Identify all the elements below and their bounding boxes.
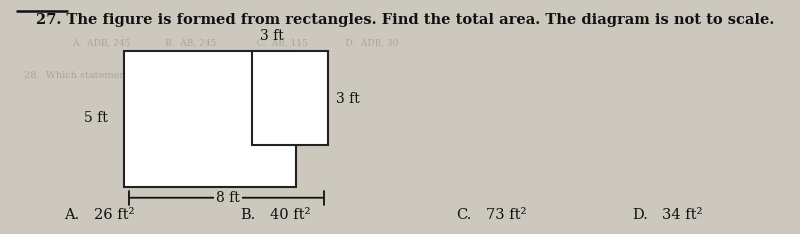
Text: 26 ft²: 26 ft²	[94, 208, 134, 222]
Text: 3 ft: 3 ft	[336, 92, 360, 106]
Text: 27. The figure is formed from rectangles. Find the total area. The diagram is no: 27. The figure is formed from rectangles…	[36, 13, 774, 27]
Text: C.: C.	[456, 208, 471, 222]
Text: 40 ft²: 40 ft²	[270, 208, 310, 222]
Text: 3 ft: 3 ft	[260, 29, 284, 43]
Text: B.: B.	[240, 208, 255, 222]
Text: 34 ft²: 34 ft²	[662, 208, 702, 222]
Text: D.: D.	[632, 208, 648, 222]
Bar	[124, 51, 296, 187]
Bar	[252, 51, 328, 145]
Text: A.: A.	[64, 208, 79, 222]
Text: 8 ft: 8 ft	[216, 191, 240, 205]
Text: A.  ADB, 245            B.  AB, 245              C.  AB, 115             D.  ADB: A. ADB, 245 B. AB, 245 C. AB, 115 D. ADB	[72, 39, 398, 48]
Text: 28.  Which statement is true?: 28. Which statement is true?	[24, 71, 170, 80]
Text: 5 ft: 5 ft	[84, 111, 108, 125]
Text: 73 ft²: 73 ft²	[486, 208, 526, 222]
